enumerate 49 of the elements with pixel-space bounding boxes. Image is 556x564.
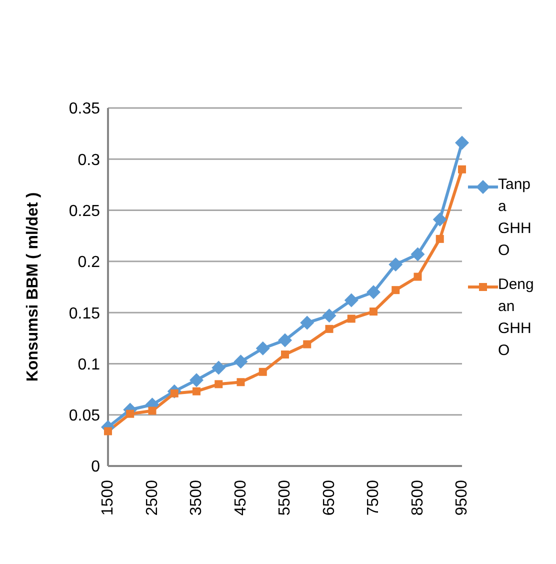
point	[192, 387, 200, 396]
point	[458, 165, 466, 174]
point	[300, 316, 314, 330]
point	[303, 340, 312, 348]
point	[325, 324, 334, 333]
point	[370, 308, 378, 316]
point	[214, 380, 223, 388]
x-tick-label: 5500	[276, 480, 294, 516]
point	[104, 427, 112, 436]
x-tick-label: 1500	[100, 480, 116, 516]
x-tick-label: 8500	[409, 480, 426, 516]
x-tick-label: 7500	[365, 480, 382, 516]
point	[347, 314, 356, 323]
x-tick-label: 9500	[454, 480, 470, 516]
point	[256, 341, 270, 356]
point	[344, 293, 358, 308]
point	[414, 272, 422, 281]
point	[392, 286, 400, 294]
point	[410, 247, 425, 262]
point	[366, 285, 380, 300]
point	[436, 234, 444, 243]
y-tick-label: 0.3	[78, 152, 100, 169]
point	[388, 257, 403, 272]
y-tick-label: 0.25	[68, 202, 100, 220]
y-axis-title: Konsumsi BBM ( ml/det )	[24, 192, 42, 382]
x-tick-label: 2500	[144, 480, 161, 516]
point	[455, 136, 469, 150]
y-tick-label: 0.05	[68, 408, 100, 425]
point	[126, 410, 134, 418]
y-tick-label: 0.15	[68, 305, 100, 322]
point	[236, 378, 245, 386]
y-tick-label: 0.2	[78, 254, 100, 272]
point	[322, 308, 336, 323]
point	[212, 360, 226, 375]
point	[148, 406, 156, 415]
point	[432, 212, 447, 226]
x-tick-label: 3500	[188, 480, 205, 516]
y-tick-label: 0	[91, 458, 100, 476]
y-tick-label: 0.35	[68, 100, 100, 118]
point	[258, 368, 267, 376]
x-tick-label: 4500	[232, 480, 250, 516]
point	[234, 354, 248, 369]
legend-label: Dengan GHHO	[498, 275, 535, 361]
y-tick-label: 0.1	[78, 356, 100, 374]
point	[281, 350, 289, 359]
point	[190, 373, 204, 388]
legend-label: Tanpa GHHO	[498, 175, 532, 261]
point	[278, 333, 292, 348]
x-tick-label: 6500	[320, 480, 338, 516]
